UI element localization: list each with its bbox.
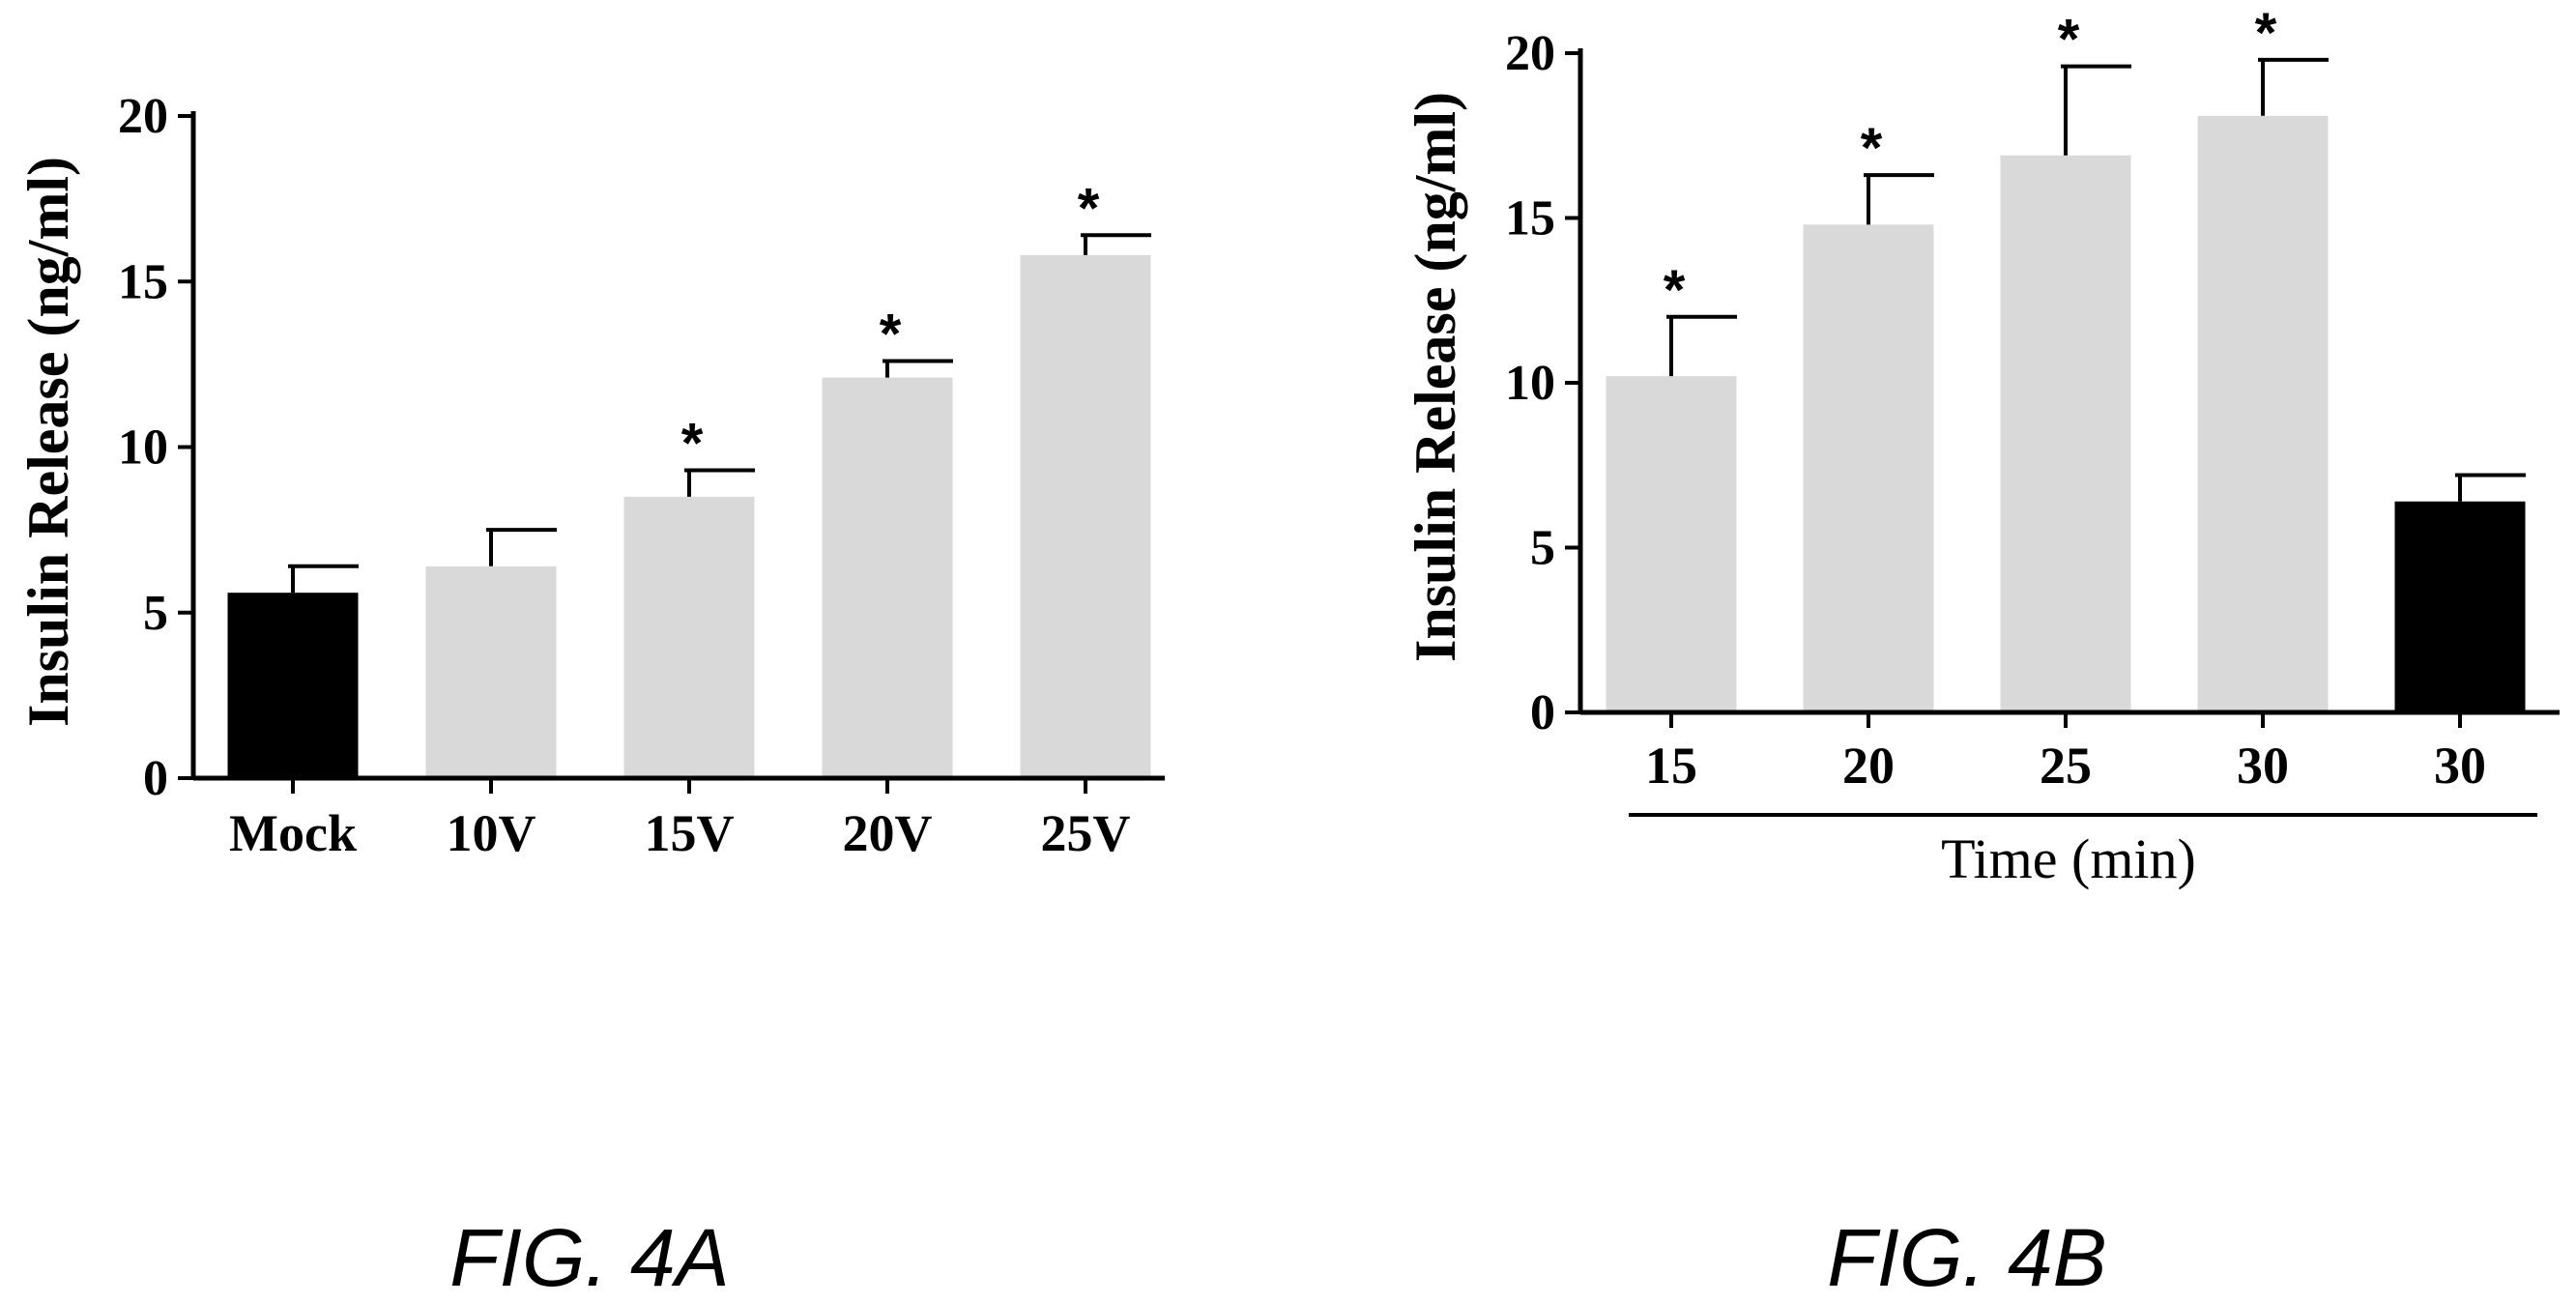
bar	[1803, 224, 1934, 712]
y-tick-label: 20	[1505, 26, 1555, 81]
bar	[425, 565, 557, 778]
x-axis-label: Time (min)	[1941, 827, 2196, 890]
figure-caption: FIG. 4B	[1827, 1212, 2106, 1303]
bar	[1020, 254, 1151, 779]
significance-marker: *	[2255, 2, 2277, 65]
error-bar	[2258, 57, 2329, 116]
x-tick-label: 20V	[843, 804, 933, 862]
y-tick-label: 15	[118, 254, 168, 309]
x-tick-label: 20	[1842, 737, 1895, 795]
x-tick-label: 15	[1645, 737, 1697, 795]
x-tick-label: 15V	[645, 804, 735, 862]
bars	[1606, 115, 2526, 713]
x-tick-label: 30	[2434, 737, 2486, 795]
bar	[2394, 501, 2526, 712]
error-bar	[684, 468, 755, 497]
y-tick-label: 15	[1505, 191, 1555, 246]
error-bar	[2061, 64, 2131, 156]
x-tick-label: 25	[2040, 737, 2092, 795]
error-bar	[1081, 233, 1151, 255]
x-tick-label: 30	[2237, 737, 2289, 795]
significance-marker: *	[1861, 117, 1883, 180]
error-bar	[1666, 314, 1737, 377]
y-axis-label: Insulin Release (ng/ml)	[1404, 92, 1467, 662]
significance-marker: *	[880, 303, 902, 365]
x-tick-label: Mock	[229, 804, 357, 862]
significance-markers: * * * *	[1664, 2, 2277, 322]
bars	[227, 254, 1151, 779]
x-axis-ticks: Mock 10V 15V 20V 25V	[229, 778, 1131, 862]
y-axis-ticks: 0 5 10 15 20	[118, 89, 193, 806]
y-tick-label: 5	[1530, 521, 1555, 576]
y-axis-ticks: 0 5 10 15 20	[1505, 26, 1580, 740]
significance-marker: *	[1078, 177, 1100, 240]
error-bars	[288, 233, 1151, 594]
y-tick-label: 10	[118, 420, 168, 476]
bar	[1606, 376, 1737, 712]
y-tick-label: 20	[118, 89, 168, 144]
y-tick-label: 5	[143, 586, 168, 641]
figure-caption: FIG. 4A	[449, 1212, 729, 1303]
error-bar	[2455, 473, 2526, 502]
significance-marker: *	[2058, 9, 2080, 72]
chart-fig-4a: Insulin Release (ng/ml) 0 5 10 15 20 * * * Moc…	[16, 89, 1165, 1303]
bar	[623, 496, 755, 778]
significance-markers: * * *	[681, 177, 1100, 475]
error-bar	[486, 528, 557, 566]
error-bars	[1666, 57, 2526, 502]
y-tick-label: 0	[143, 751, 168, 806]
x-tick-label: 10V	[447, 804, 536, 862]
chart-fig-4b: Insulin Release (ng/ml) 0 5 10 15 20 * * * * 15…	[1404, 2, 2560, 1303]
x-tick-label: 25V	[1041, 804, 1131, 862]
y-tick-label: 0	[1530, 685, 1555, 740]
error-bar	[883, 359, 953, 378]
bar	[2000, 155, 2131, 712]
bar	[2197, 115, 2329, 713]
error-bar	[1864, 173, 1934, 225]
y-axis-label: Insulin Release (ng/ml)	[16, 157, 80, 727]
error-bar	[288, 564, 359, 594]
significance-marker: *	[1664, 259, 1686, 322]
x-axis-ticks: 15 20 25 30 30	[1645, 712, 2486, 795]
bar	[822, 377, 953, 778]
significance-marker: *	[681, 412, 704, 475]
bar	[227, 593, 359, 778]
y-tick-label: 10	[1505, 356, 1555, 411]
